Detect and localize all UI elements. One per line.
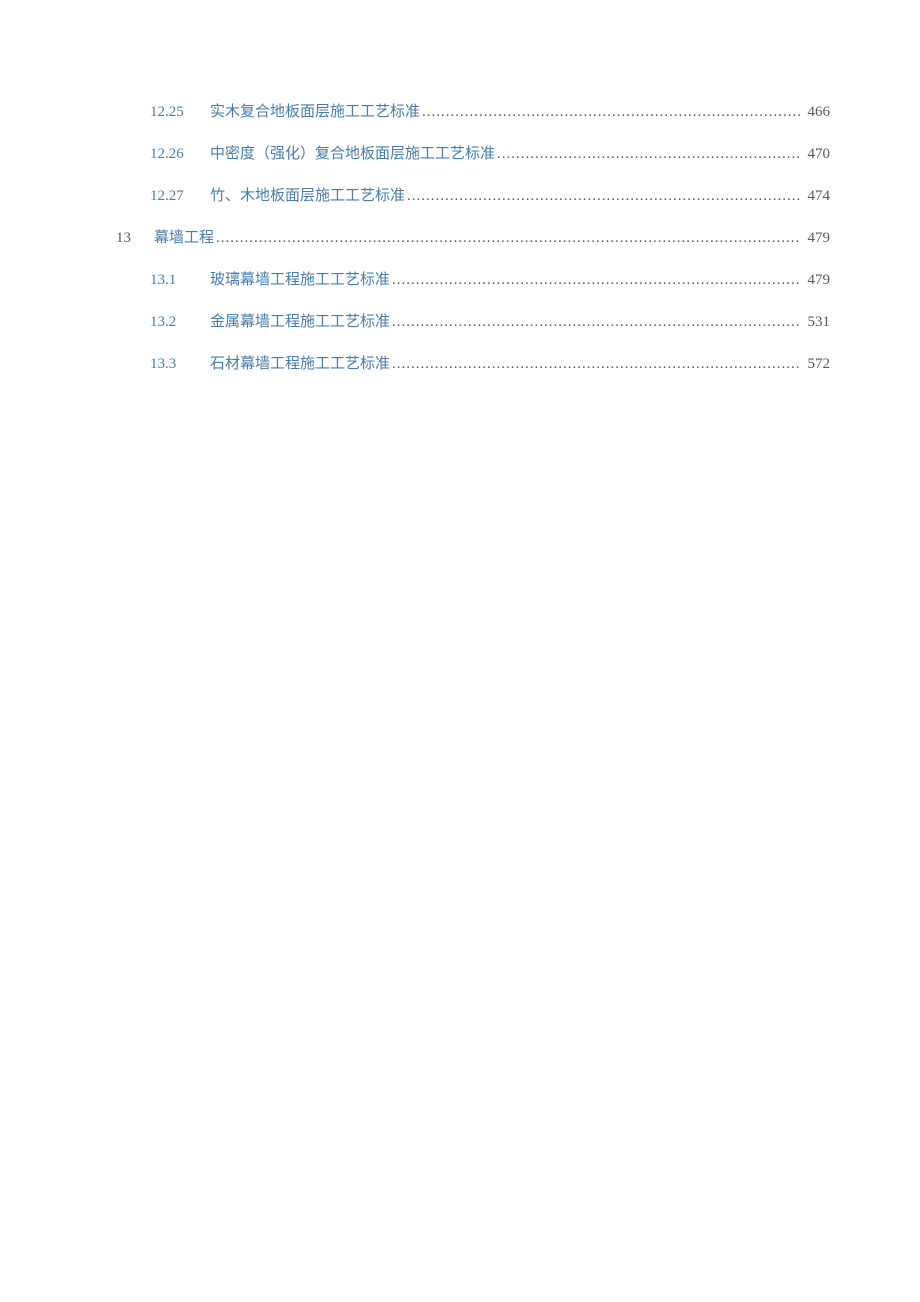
leader-dots: ........................................…: [422, 104, 800, 121]
page-number[interactable]: 474: [802, 188, 830, 205]
leader-dots: ........................................…: [392, 314, 800, 331]
section-title-link[interactable]: 中密度（强化）复合地板面层施工工艺标准: [210, 142, 495, 163]
leader-dots: ........................................…: [216, 230, 800, 247]
section-title-link[interactable]: 实木复合地板面层施工工艺标准: [210, 100, 420, 121]
section-number[interactable]: 12.25: [150, 104, 196, 121]
section-number[interactable]: 13.2: [150, 314, 196, 331]
section-number[interactable]: 13.3: [150, 356, 196, 373]
leader-dots: ........................................…: [497, 146, 800, 163]
toc-section-row: 13.3 石材幕墙工程施工工艺标准 ......................…: [116, 352, 830, 376]
toc-section-row: 12.27 竹、木地板面层施工工艺标准 ....................…: [116, 184, 830, 208]
page-number[interactable]: 470: [802, 146, 830, 163]
chapter-number[interactable]: 13: [116, 230, 138, 247]
leader-dots: ........................................…: [392, 272, 800, 289]
section-title-link[interactable]: 竹、木地板面层施工工艺标准: [210, 184, 405, 205]
toc-section-row: 13.2 金属幕墙工程施工工艺标准 ......................…: [116, 310, 830, 334]
leader-dots: ........................................…: [407, 188, 800, 205]
page-number[interactable]: 479: [802, 272, 830, 289]
chapter-title-link[interactable]: 幕墙工程: [154, 226, 214, 247]
section-number[interactable]: 13.1: [150, 272, 196, 289]
section-number[interactable]: 12.26: [150, 146, 196, 163]
section-title-link[interactable]: 石材幕墙工程施工工艺标准: [210, 352, 390, 373]
toc-section-row: 12.25 实木复合地板面层施工工艺标准 ...................…: [116, 100, 830, 124]
page-number[interactable]: 466: [802, 104, 830, 121]
section-title-link[interactable]: 金属幕墙工程施工工艺标准: [210, 310, 390, 331]
table-of-contents: 12.25 实木复合地板面层施工工艺标准 ...................…: [116, 100, 830, 376]
page-number[interactable]: 479: [802, 230, 830, 247]
toc-section-row: 12.26 中密度（强化）复合地板面层施工工艺标准 ..............…: [116, 142, 830, 166]
leader-dots: ........................................…: [392, 356, 800, 373]
toc-section-row: 13.1 玻璃幕墙工程施工工艺标准 ......................…: [116, 268, 830, 292]
toc-chapter-row: 13 幕墙工程 ................................…: [116, 226, 830, 250]
section-title-link[interactable]: 玻璃幕墙工程施工工艺标准: [210, 268, 390, 289]
page-number[interactable]: 572: [802, 356, 830, 373]
section-number[interactable]: 12.27: [150, 188, 196, 205]
page-number[interactable]: 531: [802, 314, 830, 331]
